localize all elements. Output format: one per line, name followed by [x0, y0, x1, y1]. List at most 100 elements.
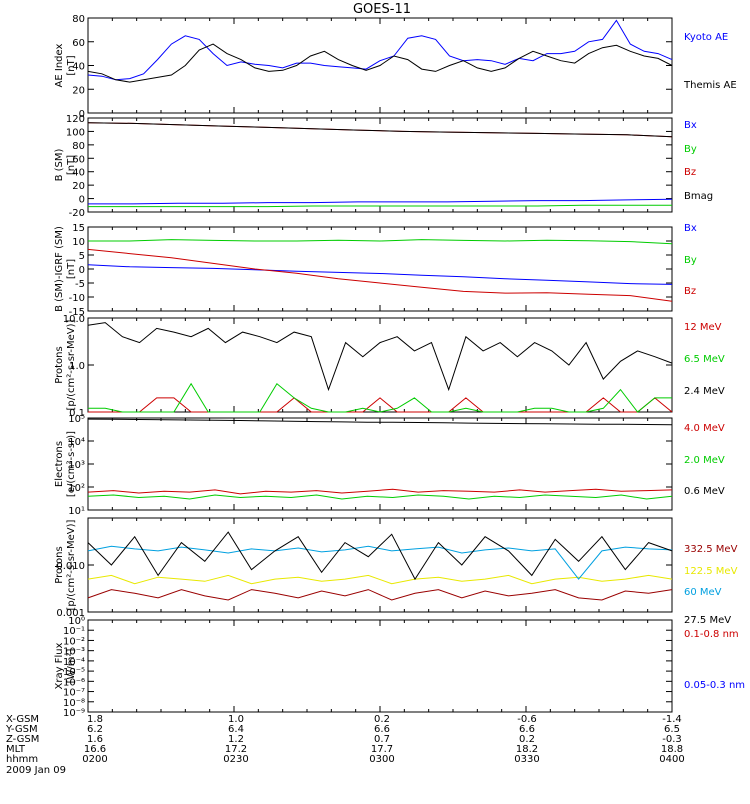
panel-frame-6 — [87, 619, 673, 713]
series-line-bmag — [87, 122, 673, 138]
x-axis-row-value: 1.8 — [87, 714, 103, 725]
series-line-bx — [87, 264, 673, 285]
series-line-2-0-mev — [87, 494, 673, 500]
y-axis-label: Protons — [54, 346, 65, 383]
series-line-by — [88, 239, 673, 245]
y-tick-label: 0 — [79, 195, 85, 206]
y-axis-label: AE Index — [54, 43, 65, 87]
y-tick-label: 10⁻⁴ — [63, 657, 85, 668]
series-line-60-mev — [87, 545, 673, 580]
x-axis-row-value: 0.2 — [519, 734, 535, 745]
x-axis-row-label: MLT — [6, 744, 26, 755]
x-axis-row-value: -0.3 — [662, 734, 682, 745]
y-axis-unit: [p/(cm²-s-sr-MeV)] — [66, 319, 77, 410]
legend-entry: 27.5 MeV — [684, 615, 731, 626]
y-tick-label: 80 — [72, 141, 85, 152]
series-line-kyoto-ae — [87, 19, 673, 81]
y-tick-label: 100 — [66, 127, 85, 138]
legend-entry: 332.5 MeV — [684, 544, 738, 555]
y-tick-label: 10⁻⁵ — [63, 667, 85, 678]
y-tick-label: 0 — [79, 109, 85, 120]
x-axis-row-value: 6.6 — [519, 724, 535, 735]
x-axis-row-value: 1.6 — [87, 734, 103, 745]
y-tick-label: 10 — [72, 237, 85, 248]
y-axis-label: Xray Flux — [54, 642, 65, 689]
y-tick-label: 0.001 — [56, 608, 85, 619]
x-axis-row-value: 0.2 — [374, 714, 390, 725]
x-axis-date: 2009 Jan 09 — [6, 765, 66, 776]
y-axis-label: B (SM) — [54, 148, 65, 181]
y-tick-label: -10 — [69, 293, 85, 304]
y-tick-label: 20 — [72, 85, 85, 96]
y-tick-label: 10.0 — [63, 314, 85, 325]
x-axis-row-value: 0400 — [659, 754, 684, 765]
legend-entry: 122.5 MeV — [684, 566, 738, 577]
legend-entry: Bmag — [684, 191, 713, 202]
y-tick-label: 10⁻¹ — [63, 626, 85, 637]
legend-entry: Kyoto AE — [684, 32, 728, 43]
legend-entry: 2.4 MeV — [684, 386, 725, 397]
x-axis-row-value: 0330 — [514, 754, 539, 765]
legend-entry: Bz — [684, 167, 696, 178]
y-tick-label: 0.1 — [69, 408, 85, 419]
x-axis-row-label: Y-GSM — [5, 724, 38, 735]
y-tick-label: -20 — [69, 208, 85, 219]
series-line-by — [88, 204, 672, 208]
x-axis-row-value: 6.4 — [228, 724, 244, 735]
y-tick-label: 10⁻⁹ — [63, 708, 85, 719]
x-axis-row-label: Z-GSM — [6, 734, 39, 745]
x-axis-row-label: hhmm — [6, 754, 38, 765]
y-tick-label: 10³ — [68, 460, 85, 471]
x-axis-row-value: 17.2 — [225, 744, 247, 755]
y-axis-unit: [e/(cm²-s-sr)] — [66, 431, 77, 497]
series-line-4-0-mev — [87, 488, 673, 495]
x-axis-row-value: 6.6 — [374, 724, 390, 735]
y-axis-label: Protons — [54, 546, 65, 583]
series-line-6-5-mev — [88, 382, 672, 413]
y-axis-label: Electrons — [54, 441, 65, 487]
y-tick-label: -5 — [75, 279, 85, 290]
y-tick-label: 10² — [68, 483, 85, 494]
legend-entry: 0.6 MeV — [684, 486, 725, 497]
x-axis-row-value: 1.2 — [228, 734, 244, 745]
legend-entry: Bz — [684, 286, 696, 297]
legend-entry: Themis AE — [683, 80, 737, 91]
panel-frame-4 — [87, 417, 673, 511]
y-tick-label: 120 — [66, 114, 85, 125]
series-line-122-5-mev — [87, 574, 673, 585]
y-tick-label: 5 — [79, 251, 85, 262]
y-tick-label: 10⁴ — [68, 437, 85, 448]
legend-entry: 12 MeV — [684, 322, 722, 333]
panel-frame-5 — [87, 517, 673, 613]
y-tick-label: 10⁻⁶ — [63, 677, 85, 688]
series-line-27-5-mev — [87, 531, 673, 581]
panel-frame-1 — [87, 117, 673, 213]
y-tick-label: 10¹ — [68, 506, 85, 517]
figure-title: GOES-11 — [353, 2, 411, 17]
series-line-2-4-mev — [87, 322, 673, 392]
y-axis-label: B (SM)-IGRF (SM) — [54, 226, 65, 312]
x-axis-row-value: 6.2 — [87, 724, 103, 735]
x-axis-row-value: 0200 — [82, 754, 107, 765]
x-axis-row-label: X-GSM — [6, 714, 39, 725]
legend-entry: 2.0 MeV — [684, 455, 725, 466]
y-tick-label: 15 — [72, 223, 85, 234]
x-axis-row-value: 18.2 — [516, 744, 538, 755]
y-tick-label: 40 — [72, 168, 85, 179]
y-tick-label: 10⁻⁸ — [63, 698, 85, 709]
x-axis-row-value: 18.8 — [661, 744, 683, 755]
y-axis-unit: [nT] — [66, 55, 77, 75]
y-axis-unit: [nT] — [66, 259, 77, 279]
legend-entry: 6.5 MeV — [684, 354, 725, 365]
y-tick-label: 0 — [79, 265, 85, 276]
series-line-themis-ae — [87, 43, 673, 83]
series-line-0-6-mev — [87, 418, 673, 426]
series-line-bz — [87, 248, 673, 302]
x-axis-row-value: 6.5 — [664, 724, 680, 735]
legend-entry: 60 MeV — [684, 587, 722, 598]
legend-entry: 4.0 MeV — [684, 423, 725, 434]
y-tick-label: 40 — [72, 62, 85, 73]
y-tick-label: 10⁻² — [63, 636, 85, 647]
